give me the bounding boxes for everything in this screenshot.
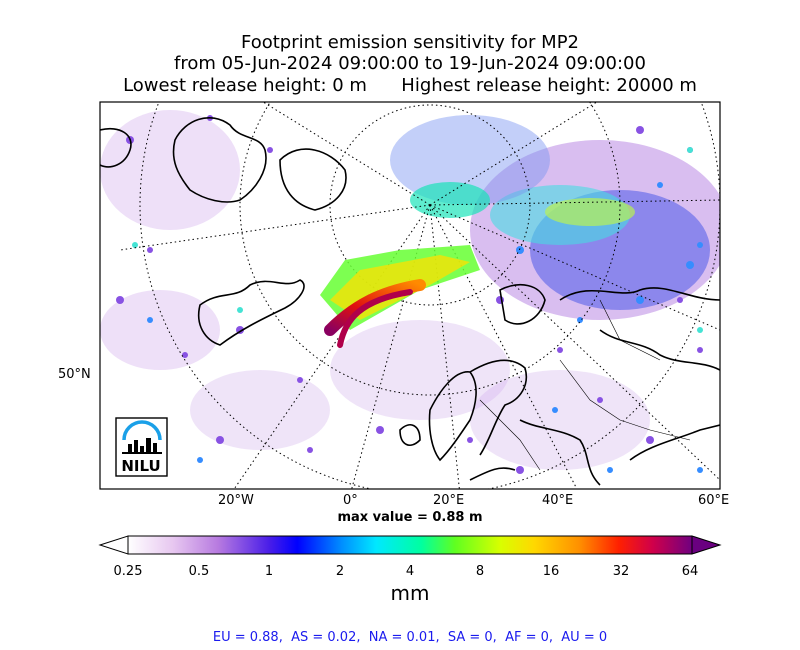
region-summary: EU = 0.88, AS = 0.02, NA = 0.01, SA = 0,… [212, 630, 608, 645]
colorbar-tick: 8 [475, 564, 485, 579]
lon-label-40e: 40°E [542, 493, 574, 508]
colorbar-tick: 16 [542, 564, 560, 579]
colorbar-tick: 2 [335, 564, 345, 579]
colorbar-tick: 64 [681, 564, 699, 579]
max-value-label: max value = 0.88 m [337, 510, 483, 525]
logo-text: NILU [121, 457, 160, 475]
title-line-3: Lowest release height: 0 m Highest relea… [123, 75, 697, 96]
emission-plume [320, 245, 480, 348]
coastlines [100, 116, 720, 486]
lon-label-20w: 20°W [218, 493, 254, 508]
lon-label-0: 0° [343, 493, 358, 508]
colorbar-tick: 0.5 [188, 564, 210, 579]
lat-label-50n: 50°N [58, 367, 91, 382]
nilu-logo [115, 417, 168, 477]
colorbar [98, 535, 722, 555]
colorbar-tick: 0.25 [113, 564, 143, 579]
colorbar-tick: 4 [405, 564, 415, 579]
sensitivity-field [100, 110, 720, 474]
map-area [100, 102, 720, 489]
colorbar-tick: 1 [264, 564, 274, 579]
map-frame [99, 101, 721, 490]
colorbar-tick: 32 [612, 564, 630, 579]
lon-label-20e: 20°E [433, 493, 465, 508]
lon-label-60e: 60°E [698, 493, 730, 508]
title-line-2: from 05-Jun-2024 09:00:00 to 19-Jun-2024… [174, 53, 646, 74]
borders [479, 299, 691, 471]
title-line-1: Footprint emission sensitivity for MP2 [240, 32, 579, 53]
colorbar-unit: mm [390, 581, 430, 605]
